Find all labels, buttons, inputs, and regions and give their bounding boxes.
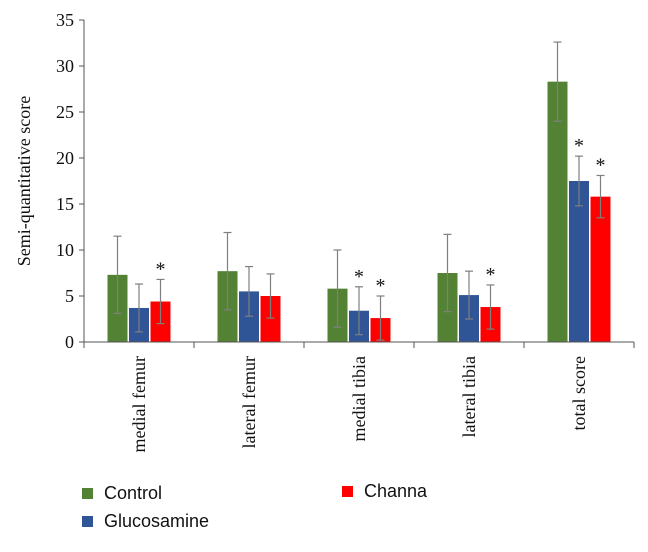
y-axis-label: Semi-quantitative score xyxy=(14,96,34,266)
error-bar-glucosamine-lateral-tibia xyxy=(465,270,473,320)
y-tick-label: 0 xyxy=(65,332,74,352)
error-bar-control-total-score xyxy=(553,41,562,122)
bar-control-total-score xyxy=(547,81,568,342)
error-bar-control-medial-femur xyxy=(113,235,122,315)
legend-swatch-control xyxy=(82,488,93,499)
error-bar-glucosamine-medial-tibia xyxy=(355,286,363,336)
error-bar-channa-medial-femur xyxy=(156,278,165,325)
error-bar-channa-total-score xyxy=(596,174,605,219)
y-axis-label-group: Semi-quantitative score xyxy=(14,96,34,266)
significance-layer: * * * * * * xyxy=(156,135,606,297)
error-bar-control-lateral-tibia xyxy=(443,233,452,313)
x-tick-label-medial-tibia: medial tibia xyxy=(349,356,369,441)
legend-label-channa: Channa xyxy=(364,481,428,501)
error-bar-glucosamine-lateral-femur xyxy=(245,265,253,317)
error-bar-control-medial-tibia xyxy=(333,249,342,328)
bar-channa-lateral-femur xyxy=(260,296,281,342)
y-tick-label: 35 xyxy=(56,10,74,30)
legend-item-glucosamine: Glucosamine xyxy=(82,511,209,531)
legend-label-glucosamine: Glucosamine xyxy=(104,511,209,531)
axes-layer xyxy=(83,20,634,343)
significance-marker: * xyxy=(574,135,584,157)
error-bar-glucosamine-medial-femur xyxy=(135,283,143,333)
y-tick-labels: 0 5 10 15 20 25 30 35 xyxy=(56,10,84,352)
significance-marker: * xyxy=(156,258,166,280)
y-tick-label: 20 xyxy=(56,148,74,168)
error-bar-channa-lateral-tibia xyxy=(486,284,495,330)
significance-marker: * xyxy=(486,264,496,286)
x-tick-label-lateral-tibia: lateral tibia xyxy=(459,356,479,437)
error-bar-glucosamine-total-score xyxy=(575,155,583,207)
y-tick-label: 5 xyxy=(65,286,74,306)
significance-marker: * xyxy=(354,266,364,288)
error-bars-layer xyxy=(113,41,605,341)
error-bar-control-lateral-femur xyxy=(223,231,232,311)
y-tick-label: 15 xyxy=(56,194,74,214)
legend-item-control: Control xyxy=(82,483,162,503)
legend: Control Glucosamine Channa xyxy=(82,481,428,531)
error-bar-channa-lateral-femur xyxy=(266,273,275,319)
significance-marker: * xyxy=(596,154,606,176)
legend-label-control: Control xyxy=(104,483,162,503)
x-tick-label-medial-femur: medial femur xyxy=(129,356,149,452)
x-tick-labels: medial femur lateral femur medial tibia lat… xyxy=(83,342,635,452)
significance-marker: * xyxy=(376,275,386,297)
y-tick-label: 10 xyxy=(56,240,74,260)
bar-glucosamine-total-score xyxy=(569,181,589,342)
x-tick-label-lateral-femur: lateral femur xyxy=(239,356,259,448)
x-tick-label-total-score: total score xyxy=(569,356,589,430)
legend-swatch-glucosamine xyxy=(82,516,93,527)
y-tick-label: 25 xyxy=(56,102,74,122)
y-tick-label: 30 xyxy=(56,56,74,76)
bar-channa-total-score xyxy=(590,196,611,342)
legend-swatch-channa xyxy=(342,486,353,497)
legend-item-channa: Channa xyxy=(342,481,428,501)
error-bar-channa-medial-tibia xyxy=(376,295,385,341)
